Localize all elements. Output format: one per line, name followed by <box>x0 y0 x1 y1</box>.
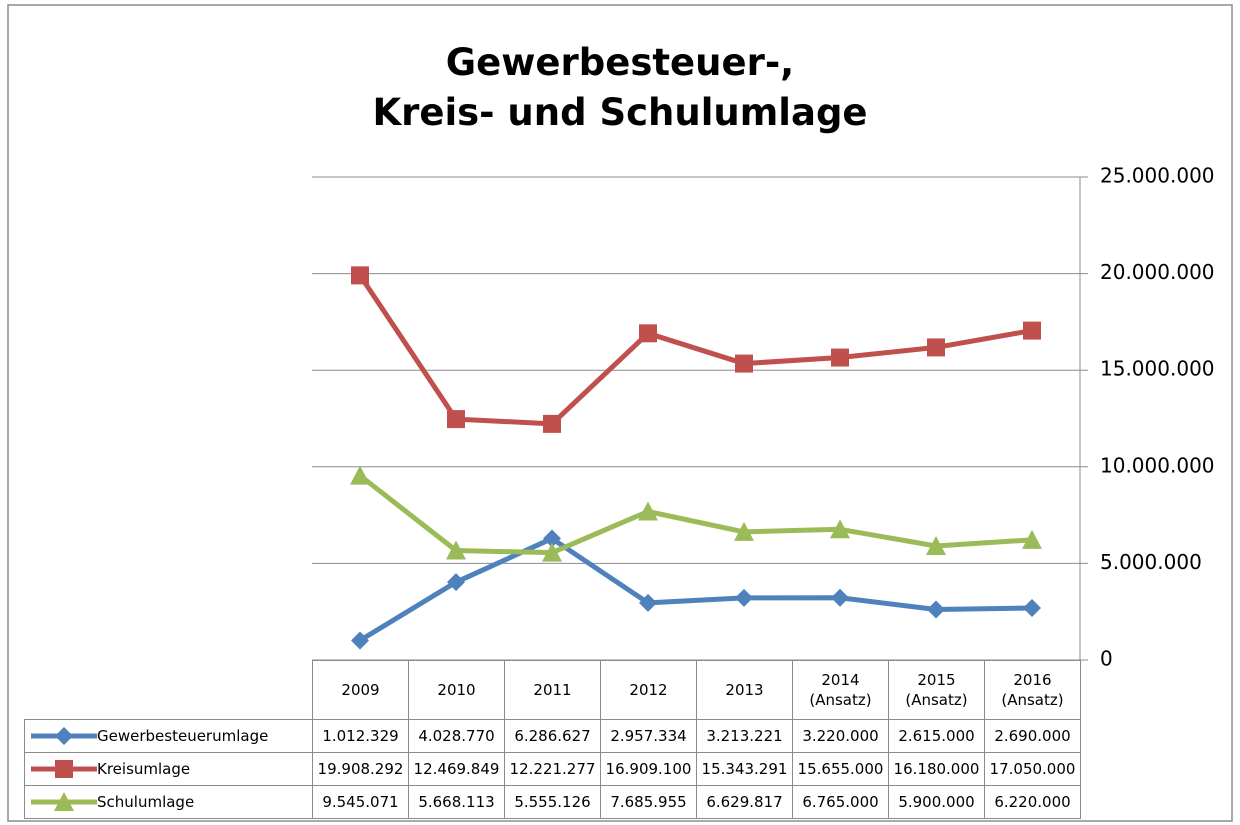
table-header: 2016 (Ansatz) <box>984 660 1081 720</box>
y-tick-label: 0 <box>1100 647 1113 671</box>
marker <box>1023 599 1041 618</box>
table-value: 6.220.000 <box>984 785 1081 819</box>
legend-label: Kreisumlage <box>97 760 191 778</box>
y-tick-label: 20.000.000 <box>1100 260 1215 284</box>
marker <box>831 348 849 367</box>
table-value: 5.555.126 <box>504 785 601 819</box>
table-value: 12.469.849 <box>408 752 505 786</box>
table-value: 2.690.000 <box>984 719 1081 753</box>
table-value: 2.957.334 <box>600 719 697 753</box>
marker <box>543 414 561 433</box>
table-value: 7.685.955 <box>600 785 697 819</box>
table-value: 3.213.221 <box>696 719 793 753</box>
marker <box>638 501 658 521</box>
table-value: 17.050.000 <box>984 752 1081 786</box>
marker <box>446 540 466 560</box>
legend-cell: Schulumlage <box>24 785 313 819</box>
legend-key <box>31 727 97 745</box>
table-header: 2013 <box>696 660 793 720</box>
table-header: 2015 (Ansatz) <box>888 660 985 720</box>
table-header: 2011 <box>504 660 601 720</box>
legend-key <box>31 792 97 811</box>
table-value: 5.900.000 <box>888 785 985 819</box>
table-value: 9.545.071 <box>312 785 409 819</box>
table-value: 16.180.000 <box>888 752 985 786</box>
marker <box>926 536 946 556</box>
marker <box>447 573 465 592</box>
table-value: 5.668.113 <box>408 785 505 819</box>
marker <box>639 324 657 343</box>
series-line <box>358 536 1033 643</box>
table-value: 6.765.000 <box>792 785 889 819</box>
marker <box>1023 321 1041 340</box>
marker <box>55 760 73 778</box>
marker <box>54 792 74 811</box>
table-value: 19.908.292 <box>312 752 409 786</box>
table-value: 4.028.770 <box>408 719 505 753</box>
legend-key <box>31 760 97 778</box>
table-value: 12.221.277 <box>504 752 601 786</box>
marker <box>351 266 369 285</box>
legend-label: Gewerbesteuerumlage <box>97 727 269 745</box>
marker <box>927 338 945 357</box>
table-header: 2014 (Ansatz) <box>792 660 889 720</box>
legend-cell: Gewerbesteuerumlage <box>24 719 313 753</box>
table-value: 6.629.817 <box>696 785 793 819</box>
chart-title: Gewerbesteuer-, Kreis- und Schulumlage <box>372 41 868 134</box>
legend-cell: Kreisumlage <box>24 752 313 786</box>
table-value: 15.343.291 <box>696 752 793 786</box>
marker <box>351 631 369 650</box>
table-header: 2012 <box>600 660 697 720</box>
y-tick-label: 15.000.000 <box>1100 357 1215 381</box>
table-header: 2010 <box>408 660 505 720</box>
marker <box>830 519 850 539</box>
marker <box>543 529 561 548</box>
legend-label: Schulumlage <box>97 793 195 811</box>
marker <box>55 727 73 745</box>
marker <box>542 542 562 562</box>
table-header: 2009 <box>312 660 409 720</box>
marker <box>735 588 753 607</box>
marker <box>447 410 465 429</box>
table-value: 15.655.000 <box>792 752 889 786</box>
marker <box>734 521 754 541</box>
table-value: 2.615.000 <box>888 719 985 753</box>
chart-border <box>7 4 1233 822</box>
table-value: 3.220.000 <box>792 719 889 753</box>
marker <box>1022 529 1042 549</box>
marker <box>831 588 849 607</box>
y-tick-label: 10.000.000 <box>1100 453 1215 477</box>
table-value: 1.012.329 <box>312 719 409 753</box>
table-value: 16.909.100 <box>600 752 697 786</box>
marker <box>927 600 945 619</box>
table-value: 6.286.627 <box>504 719 601 753</box>
marker <box>639 593 657 612</box>
marker <box>350 465 370 485</box>
series-line <box>357 273 1033 427</box>
y-tick-label: 5.000.000 <box>1100 550 1202 574</box>
y-tick-label: 25.000.000 <box>1100 164 1215 188</box>
marker <box>735 354 753 373</box>
series-line <box>358 473 1033 556</box>
